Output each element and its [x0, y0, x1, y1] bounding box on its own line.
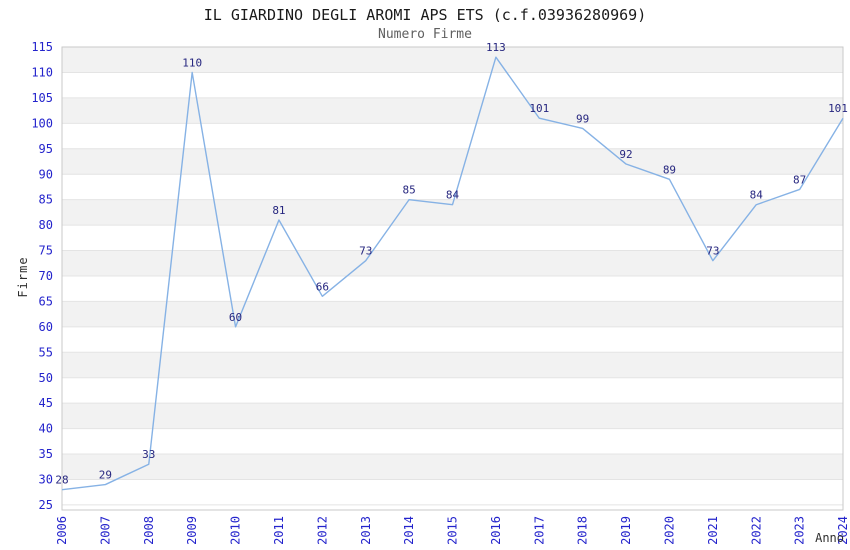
x-tick-label: 2016 — [489, 516, 503, 545]
data-point-label: 84 — [446, 189, 460, 202]
y-tick-label: 100 — [31, 116, 53, 130]
y-tick-label: 115 — [31, 40, 53, 54]
data-point-label: 101 — [828, 102, 848, 115]
data-point-label: 66 — [316, 280, 329, 293]
x-axis-title: Anno — [815, 531, 844, 545]
y-tick-label: 25 — [39, 498, 53, 512]
chart-title: IL GIARDINO DEGLI AROMI APS ETS (c.f.039… — [203, 6, 647, 24]
plot-border — [61, 46, 844, 511]
data-point-label: 29 — [99, 469, 112, 482]
data-point-label: 92 — [619, 148, 632, 161]
data-point-label: 113 — [486, 41, 506, 54]
y-tick-label: 50 — [39, 371, 53, 385]
data-point-label: 73 — [359, 245, 372, 258]
y-tick-label: 110 — [31, 66, 53, 80]
data-point-label: 89 — [663, 163, 676, 176]
x-tick-label: 2018 — [576, 516, 590, 545]
data-point-label: 87 — [793, 173, 806, 186]
x-tick-label: 2024 — [836, 516, 850, 545]
data-point-label: 60 — [229, 311, 242, 324]
data-point-label: 28 — [55, 474, 68, 487]
y-tick-label: 70 — [39, 269, 53, 283]
data-point-label: 33 — [142, 448, 155, 461]
y-axis-title: Firme — [16, 256, 30, 298]
x-tick-label: 2022 — [749, 516, 763, 545]
y-tick-label: 60 — [39, 320, 53, 334]
grid-band — [62, 47, 843, 73]
x-tick-label: 2010 — [229, 516, 243, 545]
data-point-label: 85 — [402, 184, 415, 197]
y-tick-label: 65 — [39, 294, 53, 308]
data-point-label: 101 — [529, 102, 549, 115]
x-tick-label: 2008 — [142, 516, 156, 545]
y-tick-label: 85 — [39, 193, 53, 207]
x-tick-label: 2013 — [359, 516, 373, 545]
grid-band — [62, 454, 843, 480]
grid-band — [62, 97, 843, 124]
y-tick-label: 30 — [39, 473, 53, 487]
data-point-label: 99 — [576, 112, 589, 125]
y-tick-label: 40 — [39, 422, 53, 436]
x-tick-label: 2021 — [706, 516, 720, 545]
grid-band — [62, 250, 843, 276]
plot-background — [62, 47, 843, 510]
y-tick-label: 45 — [39, 396, 53, 410]
x-tick-label: 2006 — [55, 516, 69, 545]
x-tick-label: 2015 — [446, 516, 460, 545]
x-tick-label: 2017 — [532, 516, 546, 545]
x-tick-label: 2009 — [185, 516, 199, 545]
data-point-label: 84 — [750, 189, 764, 202]
x-tick-label: 2007 — [98, 516, 112, 545]
x-tick-label: 2019 — [619, 516, 633, 545]
x-tick-label: 2012 — [315, 516, 329, 545]
grid-band — [62, 403, 843, 429]
y-tick-label: 80 — [39, 218, 53, 232]
y-tick-label: 105 — [31, 91, 53, 105]
grid-band — [62, 352, 843, 378]
data-point-label: 81 — [272, 204, 285, 217]
x-tick-label: 2011 — [272, 516, 286, 545]
y-tick-label: 75 — [39, 244, 53, 258]
x-tick-label: 2020 — [663, 516, 677, 545]
series-line — [61, 56, 844, 491]
y-tick-label: 55 — [39, 345, 53, 359]
x-tick-label: 2014 — [402, 516, 416, 545]
chart-subtitle: Numero Firme — [378, 27, 472, 42]
data-point-label: 110 — [182, 56, 202, 69]
grid-band — [62, 301, 843, 327]
y-tick-label: 95 — [39, 142, 53, 156]
x-tick-label: 2023 — [793, 516, 807, 545]
y-tick-label: 90 — [39, 167, 53, 181]
grid-band — [62, 148, 843, 175]
y-tick-label: 35 — [39, 447, 53, 461]
data-point-label: 73 — [706, 245, 719, 258]
